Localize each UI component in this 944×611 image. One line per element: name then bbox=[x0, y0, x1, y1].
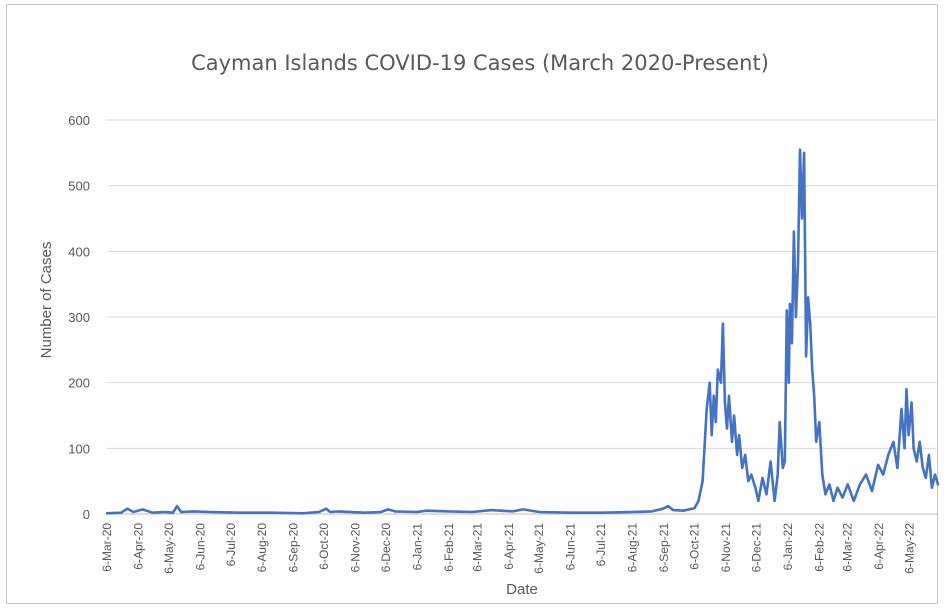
x-tick-label: 6-Feb-22 bbox=[812, 523, 826, 572]
y-axis-label: Number of Cases bbox=[38, 242, 55, 359]
x-tick-label: 6-Sep-20 bbox=[287, 523, 301, 573]
y-tick-label: 400 bbox=[68, 244, 90, 259]
x-tick-label: 6-Dec-20 bbox=[379, 523, 393, 573]
x-tick-label: 6-Nov-21 bbox=[719, 523, 733, 573]
x-axis-ticks: 6-Mar-20 6-Apr-20 6-May-20 6-Jun-20 6-Jul-20… bbox=[100, 523, 917, 574]
x-tick-label: 6-Jul-20 bbox=[224, 523, 238, 567]
y-tick-label: 0 bbox=[83, 507, 90, 522]
x-tick-label: 6-Mar-20 bbox=[100, 523, 114, 572]
x-tick-label: 6-Oct-20 bbox=[317, 523, 331, 570]
x-tick-label: 6-Jul-21 bbox=[594, 523, 608, 567]
x-tick-label: 6-Jan-21 bbox=[411, 523, 425, 571]
x-tick-label: 6-Jun-20 bbox=[193, 523, 207, 571]
gridlines bbox=[107, 119, 938, 515]
x-tick-label: 6-Oct-21 bbox=[688, 523, 702, 570]
x-tick-label: 6-Mar-22 bbox=[841, 523, 855, 572]
x-tick-label: 6-Mar-21 bbox=[470, 523, 484, 572]
x-tick-label: 6-Apr-22 bbox=[872, 523, 886, 570]
x-tick-label: 6-May-20 bbox=[162, 523, 176, 574]
x-tick-label: 6-Sep-21 bbox=[657, 523, 671, 573]
y-tick-label: 600 bbox=[68, 113, 90, 128]
x-tick-label: 6-Jan-22 bbox=[781, 523, 795, 571]
chart-title: Cayman Islands COVID-19 Cases (March 202… bbox=[191, 51, 769, 75]
x-tick-label: 6-May-22 bbox=[903, 523, 917, 574]
y-axis-ticks: 0 100 200 300 400 500 600 bbox=[68, 113, 90, 522]
chart-frame bbox=[6, 4, 938, 604]
x-tick-label: 6-Aug-21 bbox=[626, 523, 640, 573]
x-tick-label: 6-Apr-20 bbox=[132, 523, 146, 570]
x-tick-label: 6-Feb-21 bbox=[442, 523, 456, 572]
x-tick-label: 6-Aug-20 bbox=[255, 523, 269, 573]
x-tick-label: 6-Jun-21 bbox=[564, 523, 578, 571]
series-layer bbox=[105, 148, 940, 515]
x-tick-label: 6-May-21 bbox=[532, 523, 546, 574]
y-tick-label: 500 bbox=[68, 179, 90, 194]
x-tick-label: 6-Nov-20 bbox=[349, 523, 363, 573]
y-tick-label: 300 bbox=[68, 310, 90, 325]
x-tick-label: 6-Dec-21 bbox=[749, 523, 763, 573]
x-axis-label: Date bbox=[506, 581, 538, 598]
x-tick-label: 6-Apr-21 bbox=[502, 523, 516, 570]
series-line bbox=[105, 148, 940, 515]
y-tick-label: 100 bbox=[68, 441, 90, 456]
y-tick-label: 200 bbox=[68, 376, 90, 391]
